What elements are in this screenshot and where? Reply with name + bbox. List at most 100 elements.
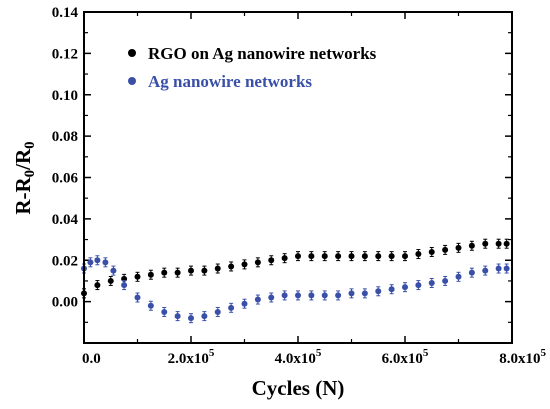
data-point (503, 240, 510, 247)
data-point (468, 269, 475, 276)
legend-entry-ag: Ag nanowire networks (128, 72, 312, 91)
data-point (174, 269, 181, 276)
data-point (388, 253, 395, 260)
data-point (428, 280, 435, 287)
data-point (442, 277, 449, 284)
data-point (415, 282, 422, 289)
data-point (268, 257, 275, 264)
data-point (375, 253, 382, 260)
series-layer (81, 238, 510, 324)
y-tick-label: 0.14 (52, 5, 79, 21)
y-tick-label: 0.00 (52, 295, 78, 311)
data-point (321, 292, 328, 299)
y-tick-label: 0.10 (52, 88, 78, 104)
data-point (281, 255, 288, 262)
x-tick-exponent: 5 (541, 347, 547, 359)
data-point (188, 267, 194, 274)
data-point (348, 290, 355, 297)
data-point (388, 286, 395, 293)
data-point (241, 261, 248, 268)
data-point (281, 292, 288, 299)
y-axis-title-sub-1: 0 (22, 170, 38, 178)
data-point (87, 259, 94, 266)
data-point (241, 300, 248, 307)
x-tick-label: 8.0x105 (499, 347, 546, 367)
data-point (110, 267, 117, 274)
data-point (94, 282, 101, 289)
data-point (361, 253, 368, 260)
data-point (134, 294, 141, 301)
data-point (455, 273, 462, 280)
x-axis-title: Cycles (N) (252, 376, 345, 400)
data-point (188, 315, 194, 322)
data-point (415, 251, 422, 258)
legend-label-rgo: RGO on Ag nanowire networks (148, 44, 377, 63)
data-point (308, 292, 315, 299)
y-axis-title-part-slash: /R (11, 148, 35, 171)
data-point (442, 246, 449, 253)
data-point (228, 304, 235, 311)
y-tick-label: 0.06 (52, 171, 79, 187)
x-tick-label: 4.0x105 (275, 347, 322, 367)
legend-marker-rgo (128, 49, 136, 57)
data-point (102, 259, 109, 266)
data-point (121, 282, 128, 289)
data-point (482, 267, 489, 274)
data-point (94, 257, 101, 264)
legend: RGO on Ag nanowire networks Ag nanowire … (128, 44, 377, 91)
data-point (308, 253, 315, 260)
data-point (468, 242, 475, 249)
x-tick-exponent: 5 (316, 347, 322, 359)
data-point (254, 259, 261, 266)
plot-frame (83, 11, 513, 344)
data-point (107, 277, 114, 284)
data-point (254, 296, 261, 303)
legend-marker-ag (128, 77, 136, 85)
legend-entry-rgo: RGO on Ag nanowire networks (128, 44, 377, 63)
data-point (482, 240, 489, 247)
data-point (335, 253, 342, 260)
data-point (495, 240, 502, 247)
y-axis-title-part-r: R-R (11, 177, 35, 215)
series-ag (81, 255, 510, 324)
y-tick-label: 0.02 (52, 253, 78, 269)
data-point (495, 265, 502, 272)
data-point (161, 308, 168, 315)
data-point (402, 284, 408, 291)
data-point (361, 290, 368, 297)
y-tick-label: 0.08 (52, 129, 78, 145)
series-rgo (81, 238, 510, 299)
y-tick-label: 0.12 (52, 46, 78, 62)
x-tick-exponent: 5 (423, 347, 429, 359)
data-point (268, 294, 275, 301)
data-point (161, 269, 168, 276)
data-point (503, 265, 510, 272)
x-tick-label: 2.0x105 (168, 347, 215, 367)
data-point (228, 263, 235, 270)
tick-labels: 0.00 0.02 0.04 0.06 0.08 0.10 0.12 0.14 0.0 2.0x1… (52, 5, 547, 367)
data-point (147, 302, 154, 309)
x-tick-exponent: 5 (209, 347, 215, 359)
data-point (147, 271, 154, 278)
data-point (174, 313, 181, 320)
data-point (134, 273, 141, 280)
legend-label-ag: Ag nanowire networks (148, 72, 312, 91)
data-point (428, 248, 435, 255)
data-point (348, 253, 355, 260)
data-point (201, 313, 208, 320)
data-point (214, 308, 221, 315)
x-tick-label: 6.0x105 (382, 347, 429, 367)
y-axis-title: R-R0/R0 (11, 141, 38, 214)
x-tick-label: 0.0 (82, 351, 101, 367)
data-point (335, 292, 342, 299)
data-point (214, 265, 221, 272)
data-point (455, 244, 462, 251)
data-point (201, 267, 208, 274)
data-point (402, 253, 408, 260)
y-tick-label: 0.04 (52, 212, 79, 228)
data-point (295, 292, 301, 299)
data-point (295, 253, 301, 260)
y-axis-title-sub-2: 0 (22, 141, 38, 149)
data-point (321, 253, 328, 260)
